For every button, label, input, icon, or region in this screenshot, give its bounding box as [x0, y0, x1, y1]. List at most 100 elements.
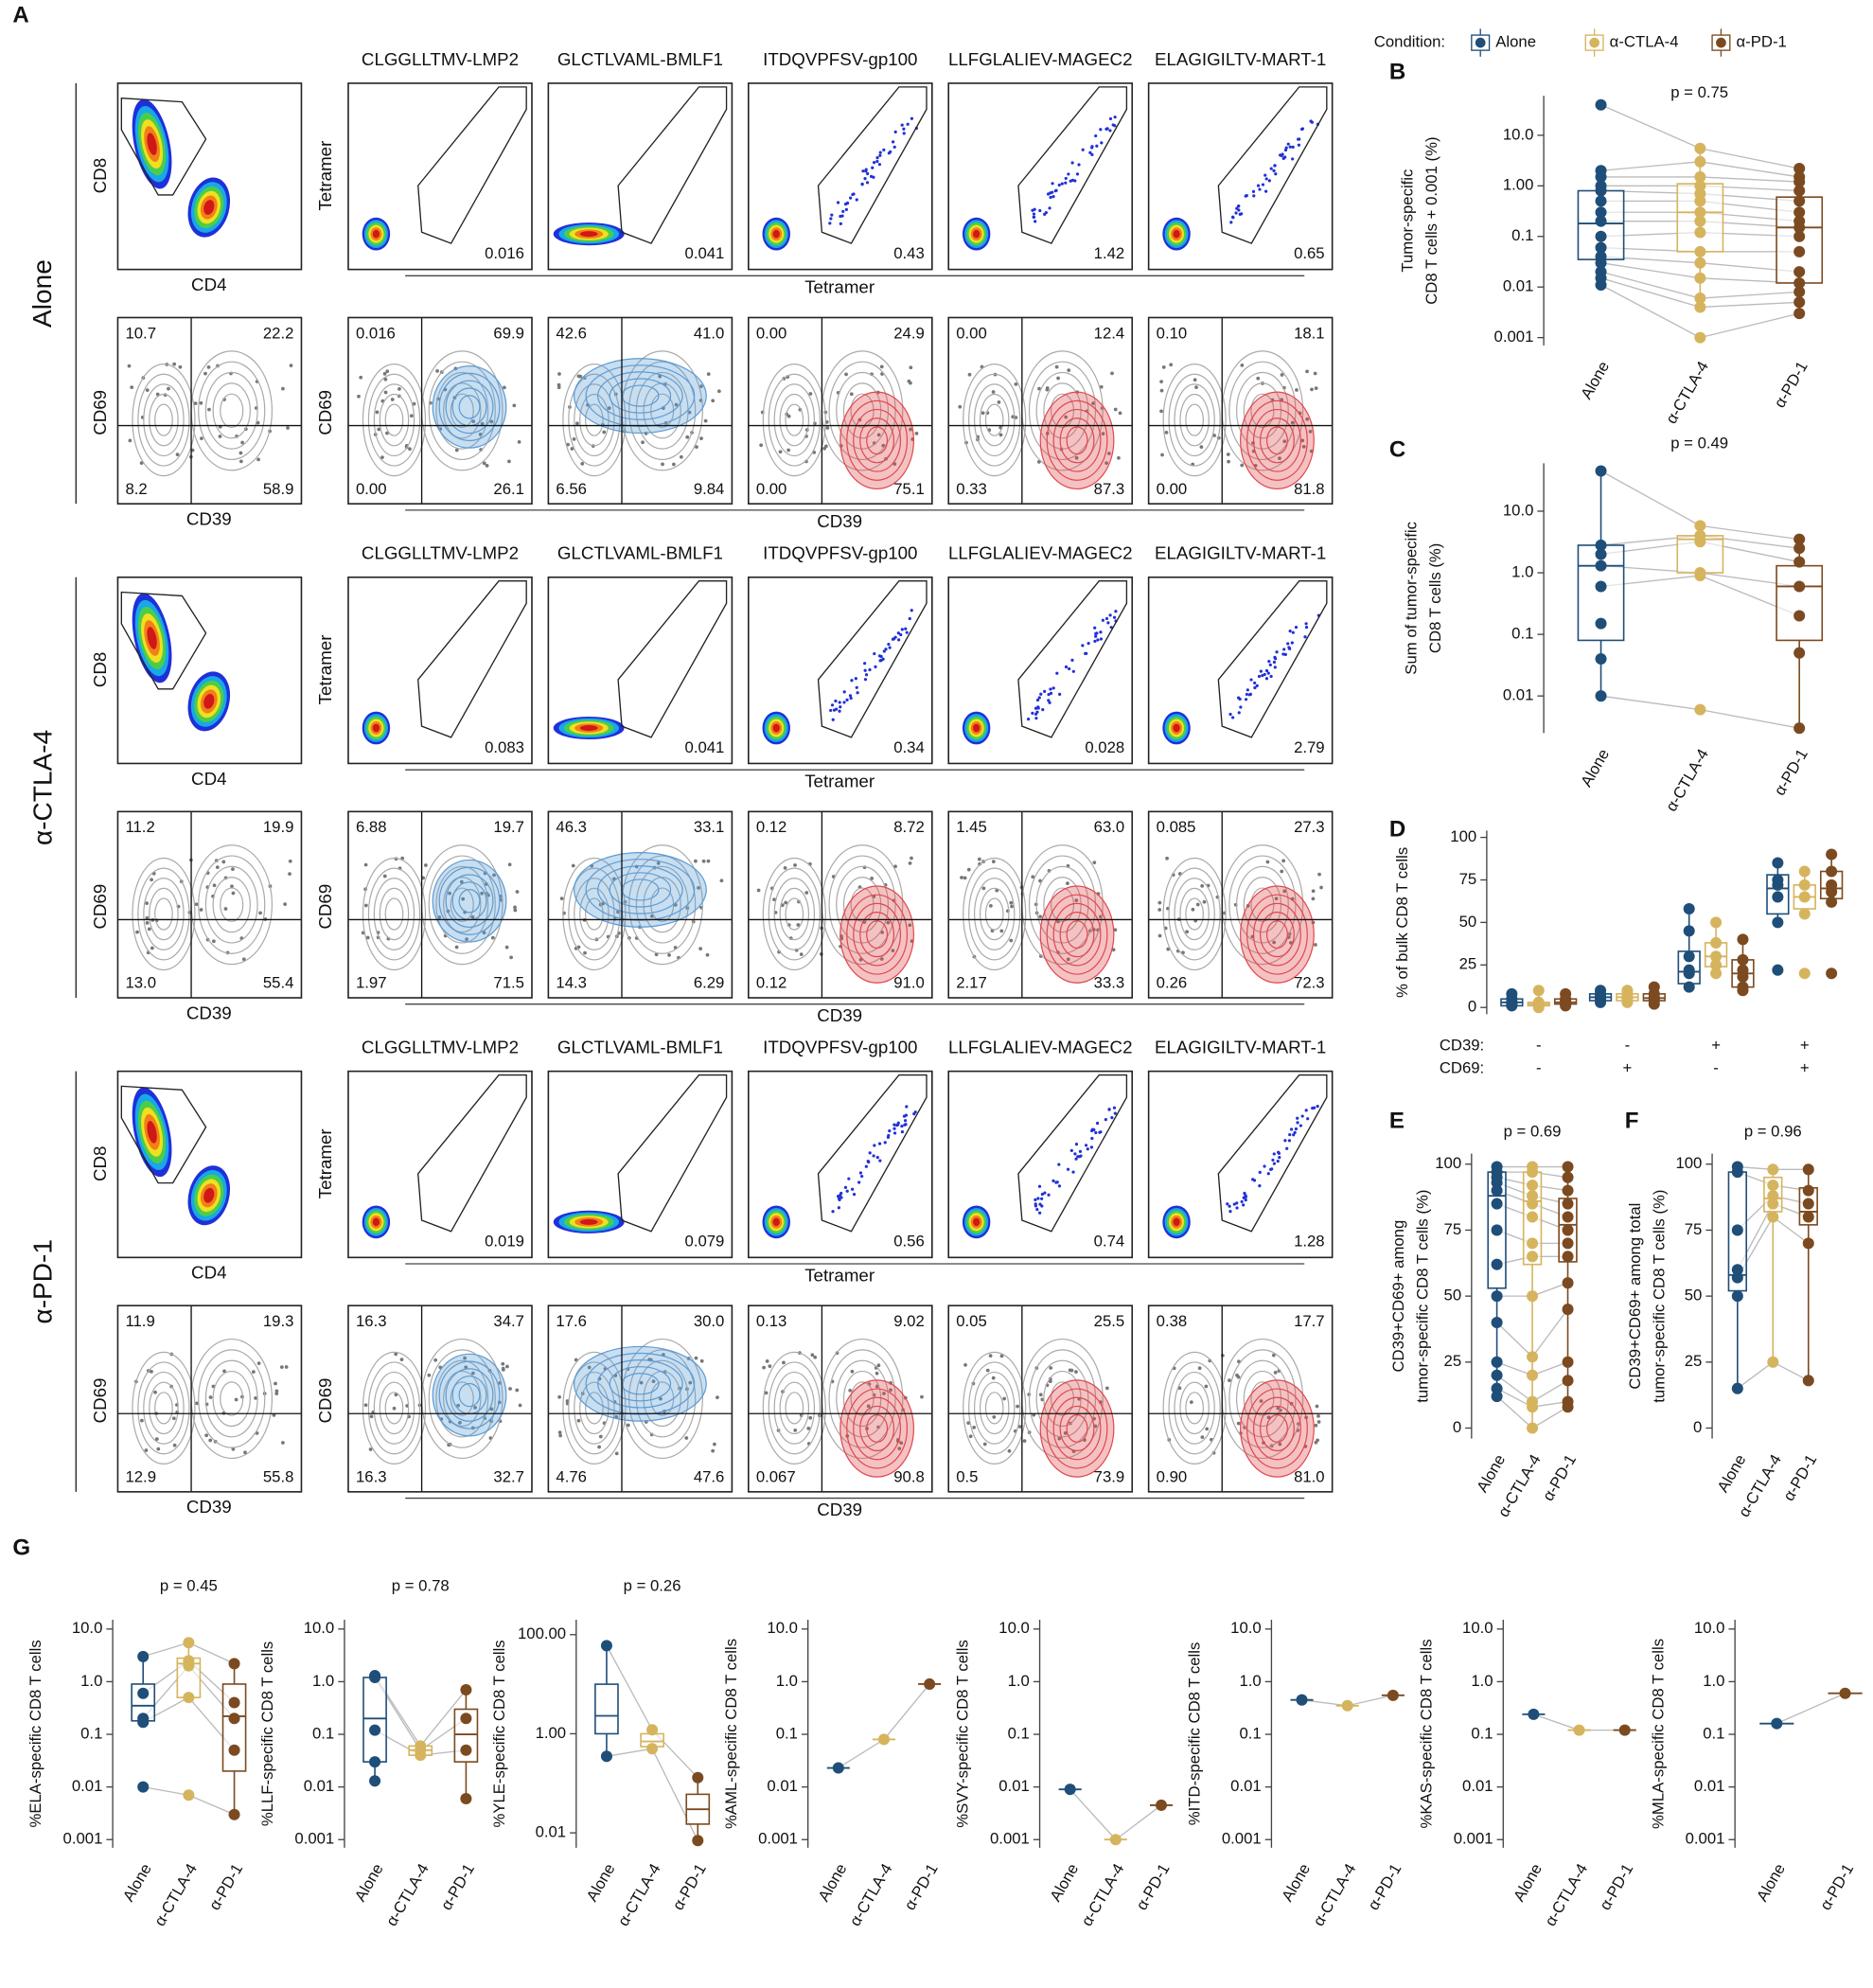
- quadrant-value: 72.3: [1294, 974, 1325, 992]
- point: [1560, 1000, 1572, 1012]
- contour: [1240, 885, 1315, 984]
- contour: [1240, 1379, 1315, 1478]
- peptide-title: CLGGLLTMV-LMP2: [362, 543, 519, 563]
- point: [1562, 1198, 1574, 1210]
- event: [883, 1141, 887, 1145]
- contour: [132, 1351, 196, 1464]
- contour: [859, 417, 895, 464]
- event: [456, 1403, 460, 1408]
- event: [454, 448, 459, 453]
- y-axis-label: %SVY-specific CD8 T cells: [954, 1640, 972, 1828]
- event: [1117, 455, 1121, 460]
- contour: [1253, 1396, 1301, 1461]
- pair-line: [1531, 1361, 1568, 1376]
- density: [772, 723, 780, 733]
- density: [579, 1218, 598, 1225]
- contour: [1259, 1405, 1295, 1452]
- event: [281, 386, 285, 391]
- x-tick-label: Alone: [815, 1860, 851, 1905]
- point: [1595, 241, 1607, 254]
- contour: [768, 1361, 821, 1455]
- event: [1286, 642, 1290, 646]
- quadrant-value: 81.0: [1294, 1468, 1325, 1486]
- point: [1694, 170, 1706, 183]
- pair-line: [1700, 161, 1800, 178]
- axis-label: CD4: [191, 769, 226, 789]
- event: [1284, 146, 1288, 150]
- event: [254, 1395, 257, 1400]
- contour: [779, 393, 810, 447]
- contour: [1046, 1388, 1108, 1469]
- event: [874, 665, 877, 668]
- quadrant-value: 14.3: [556, 974, 587, 992]
- event: [892, 145, 896, 149]
- x-tick-label: α-CTLA-4: [846, 1860, 896, 1929]
- event: [1200, 883, 1205, 888]
- event: [140, 1418, 144, 1423]
- contour: [1253, 902, 1301, 967]
- event: [1073, 1152, 1077, 1156]
- pair-line: [1700, 148, 1800, 169]
- event: [1010, 904, 1014, 909]
- event: [464, 1365, 468, 1370]
- point: [1562, 1171, 1574, 1183]
- event: [892, 637, 896, 641]
- event: [1278, 456, 1281, 461]
- contour: [220, 1381, 244, 1416]
- event: [808, 392, 813, 396]
- contour: [785, 897, 804, 931]
- pair-line: [651, 1748, 698, 1841]
- plot-frame: [116, 810, 303, 999]
- event: [1101, 432, 1105, 436]
- point: [1491, 1258, 1503, 1270]
- event: [887, 642, 891, 647]
- event: [557, 385, 561, 390]
- event: [855, 198, 858, 202]
- event: [1263, 1164, 1266, 1168]
- x-tick-label: -: [1713, 1058, 1719, 1076]
- event: [1237, 208, 1241, 212]
- point: [1694, 155, 1706, 168]
- point: [228, 1658, 240, 1670]
- contour: [1028, 855, 1097, 954]
- gate: [417, 580, 527, 738]
- quadrant-value: 55.8: [263, 1468, 294, 1486]
- event: [601, 901, 605, 906]
- contour: [768, 373, 821, 467]
- point: [1793, 276, 1806, 289]
- event: [433, 1358, 438, 1362]
- event: [1315, 1404, 1319, 1409]
- point: [1793, 195, 1806, 207]
- quadrant-value: 17.6: [556, 1312, 587, 1330]
- event: [1288, 1132, 1292, 1137]
- event: [1043, 689, 1047, 693]
- contour: [846, 1388, 909, 1469]
- event: [1310, 387, 1314, 392]
- contour: [1179, 1381, 1210, 1435]
- event: [960, 876, 963, 879]
- event: [839, 214, 842, 219]
- contour: [859, 1405, 895, 1452]
- peptide-title: GLCTLVAML-BMLF1: [557, 49, 723, 69]
- event: [145, 915, 150, 920]
- event: [135, 930, 139, 934]
- row-label: CD39:: [1440, 1036, 1484, 1054]
- event: [288, 859, 292, 863]
- contour: [1039, 885, 1115, 984]
- point: [600, 1640, 612, 1652]
- peptide-title: GLCTLVAML-BMLF1: [557, 1037, 723, 1056]
- event: [1159, 388, 1164, 393]
- event: [822, 446, 827, 451]
- point: [1562, 1356, 1574, 1368]
- contour: [1046, 894, 1108, 975]
- event: [651, 1379, 656, 1384]
- event: [1076, 1155, 1080, 1159]
- event: [991, 1376, 996, 1380]
- event: [848, 1388, 853, 1393]
- event: [778, 450, 783, 454]
- point: [1562, 1184, 1574, 1197]
- event: [1074, 1157, 1078, 1161]
- quadrant-value: 4.76: [556, 1468, 587, 1486]
- event: [557, 1430, 562, 1434]
- contour: [850, 1381, 875, 1416]
